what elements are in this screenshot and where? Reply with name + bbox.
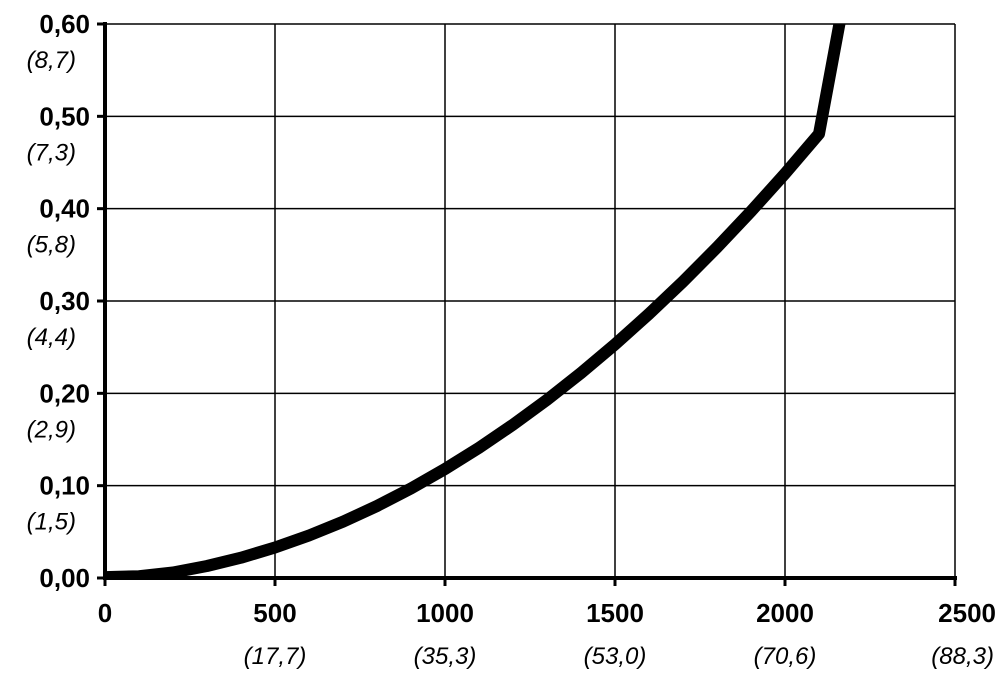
x-tick-label-4: 2000 xyxy=(756,598,814,628)
axes xyxy=(97,22,957,586)
y-tick-label-1: 0,10 xyxy=(39,471,90,501)
y-tick-label-3: 0,30 xyxy=(39,286,90,316)
y-tick-sublabel-5: (7,3) xyxy=(27,139,76,166)
y-tick-sublabel-2: (2,9) xyxy=(27,416,76,443)
y-tick-label-6: 0,60 xyxy=(39,9,90,39)
x-tick-sublabel-5: (88,3) xyxy=(931,643,994,670)
y-tick-sublabel-6: (8,7) xyxy=(27,47,76,74)
y-tick-sublabel-3: (4,4) xyxy=(27,324,76,351)
x-tick-label-0: 0 xyxy=(98,598,112,628)
y-tick-labels: 0,00 0,10 (1,5) 0,20 (2,9) 0,30 (4,4) 0,40 (5,8)… xyxy=(27,9,90,593)
y-tick-label-4: 0,40 xyxy=(39,194,90,224)
x-tick-sublabel-3: (53,0) xyxy=(584,643,647,670)
x-tick-labels: 0 500 (17,7) 1000 (35,3) 1500 (53,0) 2000 (70,6)… xyxy=(98,598,996,670)
x-tick-label-2: 1000 xyxy=(416,598,474,628)
x-tick-label-3: 1500 xyxy=(586,598,644,628)
y-tick-sublabel-1: (1,5) xyxy=(27,509,76,536)
series-line-0 xyxy=(105,24,846,578)
y-tick-label-5: 0,50 xyxy=(39,101,90,131)
x-tick-sublabel-1: (17,7) xyxy=(244,643,307,670)
series-layer xyxy=(105,24,846,578)
x-tick-sublabel-4: (70,6) xyxy=(754,643,817,670)
x-tick-sublabel-2: (35,3) xyxy=(414,643,477,670)
y-tick-sublabel-4: (5,8) xyxy=(27,232,76,259)
x-tick-label-1: 500 xyxy=(253,598,296,628)
x-tick-label-5: 2500 xyxy=(938,598,996,628)
grid-lines xyxy=(105,23,956,578)
y-tick-label-2: 0,20 xyxy=(39,378,90,408)
y-tick-label-0: 0,00 xyxy=(39,563,90,593)
